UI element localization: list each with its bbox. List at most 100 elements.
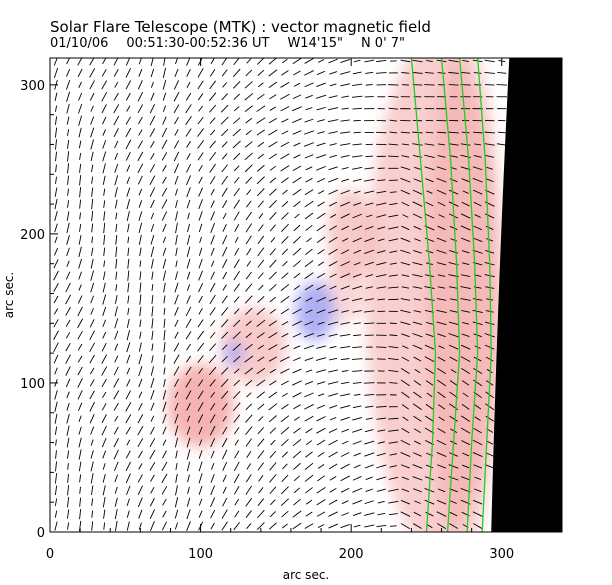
vector-1211 — [424, 143, 435, 146]
vector-381 — [232, 402, 241, 412]
vector-1411 — [89, 68, 96, 78]
vector-396 — [412, 403, 422, 411]
subtitle-time: 00:51:30-00:52:36 UT — [126, 36, 270, 51]
vector-404 — [66, 391, 70, 399]
vector-192 — [186, 461, 191, 472]
vector-458 — [269, 380, 277, 386]
vector-1180 — [55, 139, 58, 150]
vector-1332 — [54, 92, 58, 101]
vector-1005 — [175, 200, 178, 208]
vector-482 — [113, 366, 119, 376]
vector-1071 — [79, 175, 82, 186]
vector-47 — [174, 509, 179, 519]
vector-1371 — [65, 80, 71, 90]
vector-1099 — [413, 178, 422, 183]
vector-1147 — [102, 151, 107, 162]
vector-1155 — [197, 152, 204, 161]
vector-599 — [185, 331, 192, 340]
vector-587 — [484, 344, 495, 350]
vector-898 — [222, 235, 228, 245]
vector-1257 — [66, 116, 70, 125]
vector-1297 — [90, 105, 94, 112]
vector-756 — [293, 285, 301, 290]
vector-167 — [317, 475, 326, 482]
vector-1333 — [66, 91, 71, 102]
vector-189 — [149, 462, 156, 471]
vector-153 — [150, 474, 155, 482]
vector-366 — [54, 401, 58, 412]
vector-542 — [388, 358, 399, 361]
vector-1283 — [376, 119, 386, 122]
vector-21 — [292, 522, 302, 530]
vector-601 — [209, 332, 216, 339]
vector-1218 — [54, 127, 58, 138]
vector-264 — [162, 439, 167, 446]
vector-1069 — [55, 176, 57, 184]
vector-371 — [113, 402, 119, 411]
vector-455 — [233, 379, 240, 387]
vector-206 — [353, 464, 361, 469]
vector-4 — [91, 521, 94, 531]
vector-198 — [257, 462, 264, 471]
vector-300 — [150, 426, 155, 435]
vector-201 — [293, 462, 301, 470]
vector-1161 — [268, 153, 277, 160]
vector-163 — [269, 474, 277, 483]
vector-717 — [269, 296, 277, 303]
vector-592 — [102, 331, 107, 339]
vector-103 — [414, 500, 421, 504]
vector-1062 — [412, 189, 423, 195]
vector-453 — [209, 379, 216, 387]
vector-511 — [461, 368, 471, 375]
vector-422 — [281, 392, 288, 397]
vector-973 — [233, 211, 240, 221]
vector-556 — [114, 343, 119, 351]
contour-1 — [410, 58, 437, 532]
vector-1227 — [161, 127, 168, 138]
vector-870 — [328, 248, 338, 255]
vector-1213 — [448, 143, 459, 146]
vector-865 — [269, 248, 277, 256]
vector-926 — [115, 223, 118, 232]
vector-1418 — [174, 68, 179, 77]
vector-621 — [448, 333, 459, 338]
vector-384 — [268, 403, 278, 411]
vector-725 — [364, 298, 374, 301]
vector-687 — [352, 310, 362, 313]
vector-878 — [425, 250, 434, 254]
vector-765 — [401, 286, 410, 289]
vector-408 — [113, 390, 120, 400]
vector-1086 — [256, 176, 265, 185]
vector-156 — [187, 474, 190, 483]
vector-911 — [377, 238, 385, 242]
vector-263 — [149, 437, 156, 448]
vector-52 — [234, 510, 240, 518]
vector-418 — [232, 391, 241, 399]
vector-102 — [400, 499, 411, 505]
vector-598 — [174, 331, 179, 339]
vector-253 — [472, 452, 483, 457]
vector-518 — [101, 354, 108, 364]
vector-527 — [208, 354, 217, 364]
vector-909 — [352, 237, 362, 243]
vector-1047 — [233, 188, 240, 197]
vector-227 — [162, 450, 167, 459]
vector-574 — [329, 346, 337, 349]
vector-1197 — [257, 141, 265, 147]
vector-1309 — [233, 106, 240, 112]
vector-137 — [388, 488, 399, 492]
vector-864 — [257, 247, 265, 257]
vector-595 — [139, 331, 142, 339]
vector-171 — [365, 476, 373, 481]
vector-310 — [269, 427, 277, 434]
vector-1203 — [329, 143, 337, 146]
vector-555 — [101, 342, 107, 352]
vector-80 — [137, 497, 143, 508]
vector-118 — [161, 485, 168, 495]
vector-442 — [77, 378, 83, 388]
vector-918 — [460, 237, 471, 242]
vector-313 — [305, 428, 313, 434]
vector-159 — [222, 474, 227, 482]
vector-1396 — [365, 84, 373, 86]
